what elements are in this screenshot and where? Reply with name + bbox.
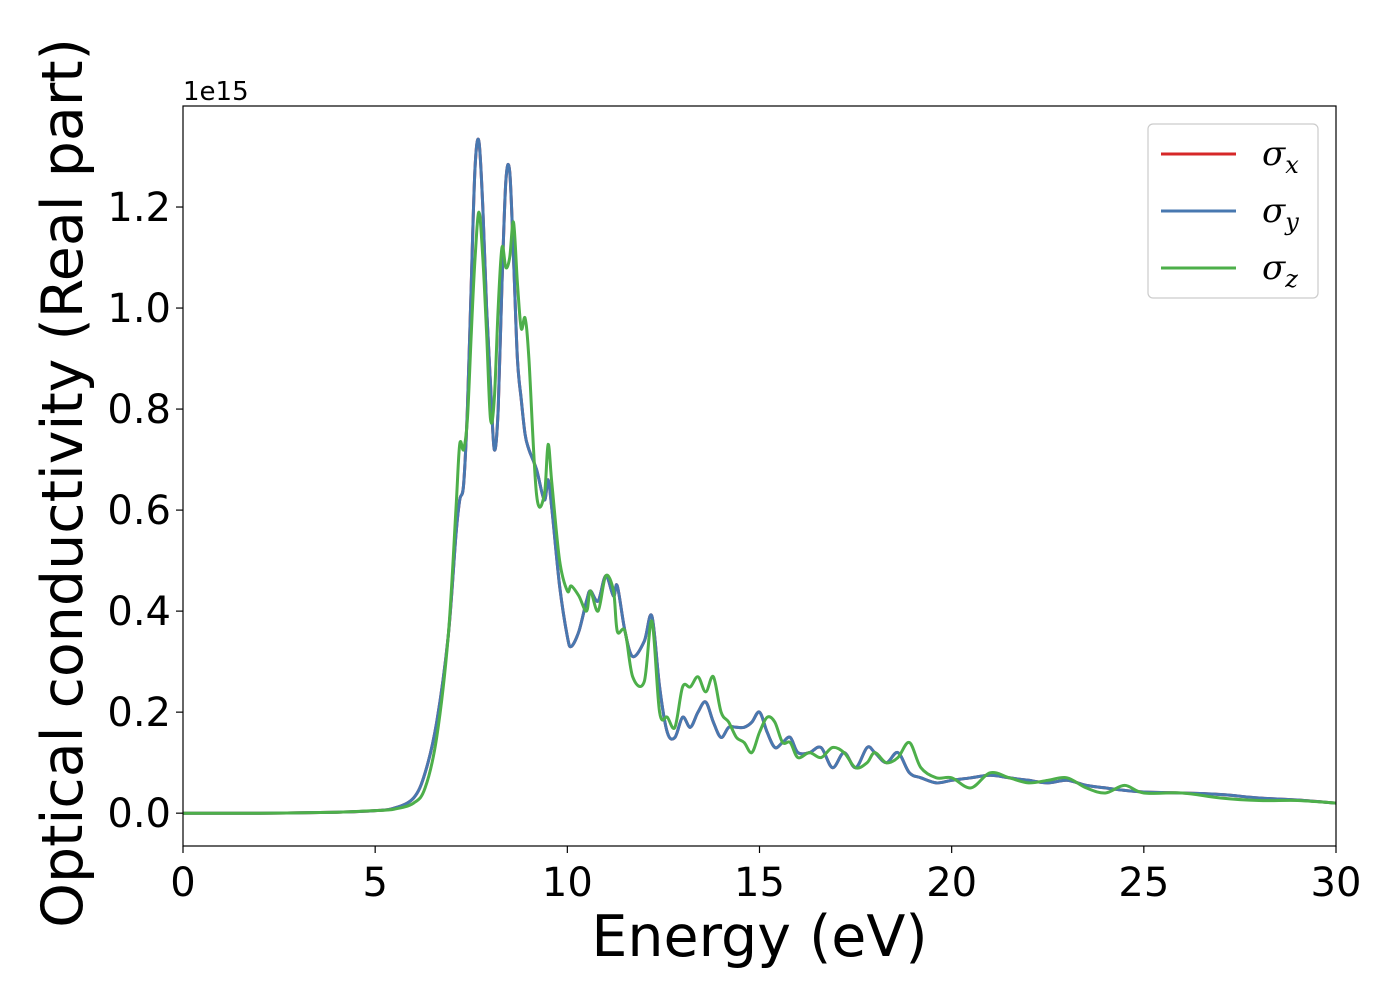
x-tick-label: 20 bbox=[926, 860, 977, 906]
y-tick-label: 0.0 bbox=[107, 791, 171, 837]
x-tick-label: 25 bbox=[1118, 860, 1169, 906]
legend-label-x: σx bbox=[1262, 134, 1299, 179]
y-axis-ticks: 0.0 0.2 0.4 0.6 0.8 1.0 1.2 bbox=[107, 185, 183, 837]
x-tick-label: 15 bbox=[734, 860, 785, 906]
x-axis-ticks: 0 5 10 15 20 25 30 bbox=[170, 846, 1361, 906]
plot-area bbox=[183, 137, 1336, 815]
y-tick-label: 1.2 bbox=[107, 185, 171, 231]
y-axis-title: Optical conductivity (Real part) bbox=[30, 38, 96, 928]
y-tick-label: 0.4 bbox=[107, 589, 171, 635]
y-tick-label: 1.0 bbox=[107, 286, 171, 332]
legend: σx σy σz bbox=[1147, 123, 1319, 299]
x-tick-label: 0 bbox=[170, 860, 195, 906]
x-axis-title: Energy (eV) bbox=[591, 904, 927, 970]
series-line-y bbox=[183, 137, 1336, 815]
y-axis-offset-text: 1e15 bbox=[183, 77, 249, 107]
y-tick-label: 0.2 bbox=[107, 690, 171, 736]
y-tick-label: 0.8 bbox=[107, 387, 171, 433]
x-tick-label: 10 bbox=[542, 860, 593, 906]
legend-label-y: σy bbox=[1262, 191, 1299, 236]
y-tick-label: 0.6 bbox=[107, 488, 171, 534]
legend-label-z: σz bbox=[1262, 248, 1298, 293]
series-line-z bbox=[183, 210, 1336, 815]
x-tick-label: 5 bbox=[362, 860, 387, 906]
x-tick-label: 30 bbox=[1311, 860, 1362, 906]
